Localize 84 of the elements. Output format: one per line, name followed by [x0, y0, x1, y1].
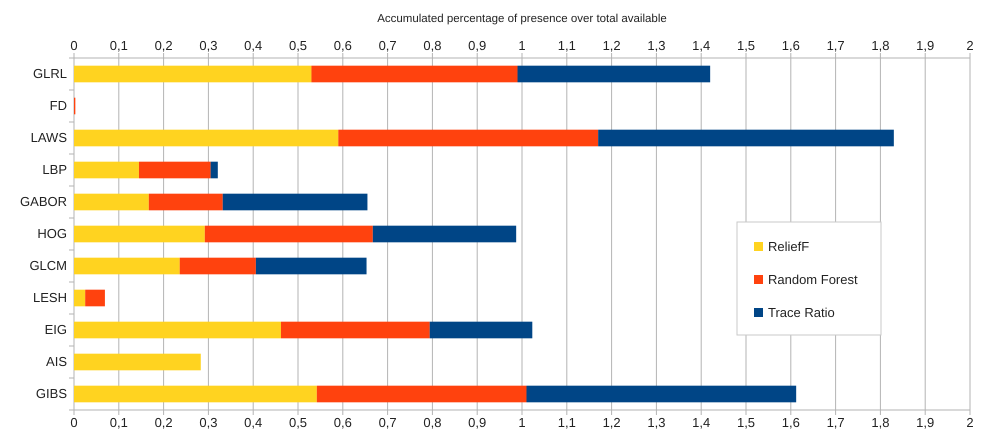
x-tick-label: 1,5 [736, 38, 756, 53]
x2-tick-label: 0,9 [468, 415, 486, 430]
x-tick-label: 0,3 [199, 38, 218, 53]
x-tick-label: 0 [70, 38, 78, 53]
x2-tick-label: 0,8 [423, 415, 442, 430]
x2-tick-label: 1,4 [692, 415, 710, 430]
x2-tick-label: 0,3 [199, 415, 218, 430]
x2-tick-label: 0,6 [334, 415, 352, 430]
x-tick-label: 1,8 [871, 38, 890, 53]
bar [180, 258, 256, 274]
x-tick-label: 1,9 [916, 38, 934, 53]
x-tick-label: 1,7 [826, 38, 845, 53]
x2-tick-label: 2 [966, 415, 974, 430]
bar [316, 386, 526, 402]
x2-tick-label: 1,8 [871, 415, 890, 430]
x-tick-label: 0,7 [378, 38, 397, 53]
x2-tick-label: 0,2 [154, 415, 173, 430]
bar [372, 226, 516, 242]
x2-tick-label: 0,4 [244, 415, 262, 430]
legend-label: Random Forest [768, 272, 858, 287]
y-tick-label: GLCM [29, 258, 67, 274]
x2-axis-title: Accumulated percentage of presence over total available [377, 13, 667, 25]
y-tick-label: GABOR [20, 194, 67, 210]
bar [518, 66, 710, 82]
legend-label: Trace Ratio [768, 305, 835, 320]
bar [74, 322, 281, 338]
x-tick-label: 0,8 [423, 38, 442, 53]
bar [222, 194, 368, 210]
x2-tick-label: 1,9 [916, 415, 934, 430]
x2-tick-label: 0,1 [110, 415, 128, 430]
bar [430, 322, 532, 338]
y-tick-label: FD [50, 98, 67, 114]
y-tick-label: GLRL [33, 66, 67, 82]
x-tick-label: 0,5 [288, 38, 308, 53]
x2-tick-label: 0 [70, 415, 78, 430]
x2-tick-label: 1,6 [782, 415, 800, 430]
y-tick-label: EIG [44, 322, 67, 338]
x2-tick-label: 1,7 [826, 415, 845, 430]
x2-tick-label: 1 [518, 415, 526, 430]
bar [74, 130, 338, 146]
bar [74, 66, 312, 82]
y-tick-label: HOG [37, 226, 67, 242]
x-tick-label: 1,2 [602, 38, 621, 53]
x-tick-label: 1,3 [647, 38, 666, 53]
bar [74, 354, 201, 370]
bar [74, 258, 180, 274]
bar [148, 194, 223, 210]
x2-tick-label: 1,3 [647, 415, 666, 430]
bar [280, 322, 430, 338]
x-tick-label: 1,4 [692, 38, 710, 53]
y-tick-label: GIBS [36, 386, 68, 402]
y-tick-label: AIS [46, 354, 68, 370]
x2-tick-label: 1,1 [558, 415, 576, 430]
y-tick-label: LESH [33, 290, 67, 306]
x-tick-label: 0,1 [110, 38, 128, 53]
bar [311, 66, 518, 82]
y-tick-label: LAWS [30, 130, 68, 146]
x-tick-label: 2 [966, 38, 974, 53]
bar [74, 162, 139, 178]
bar [338, 130, 598, 146]
bar [526, 386, 796, 402]
bar [204, 226, 373, 242]
x-tick-label: 1 [518, 38, 526, 53]
x-tick-label: 0,9 [468, 38, 486, 53]
bar [74, 290, 86, 306]
x-tick-label: 0,4 [244, 38, 262, 53]
x-tick-label: 0,6 [334, 38, 352, 53]
x2-tick-label: 1,2 [602, 415, 621, 430]
bar [85, 290, 105, 306]
x-tick-label: 0,2 [154, 38, 173, 53]
bar [210, 162, 218, 178]
bar [138, 162, 211, 178]
legend-label: ReliefF [768, 239, 810, 254]
bar [256, 258, 367, 274]
bar [74, 194, 149, 210]
x2-tick-label: 1,5 [736, 415, 756, 430]
x-tick-label: 1,6 [782, 38, 800, 53]
bar [74, 386, 317, 402]
x2-tick-label: 0,7 [378, 415, 397, 430]
bar [598, 130, 894, 146]
y-tick-label: LBP [42, 162, 67, 178]
x-tick-label: 1,1 [558, 38, 576, 53]
bar [74, 226, 205, 242]
x2-tick-label: 0,5 [288, 415, 308, 430]
